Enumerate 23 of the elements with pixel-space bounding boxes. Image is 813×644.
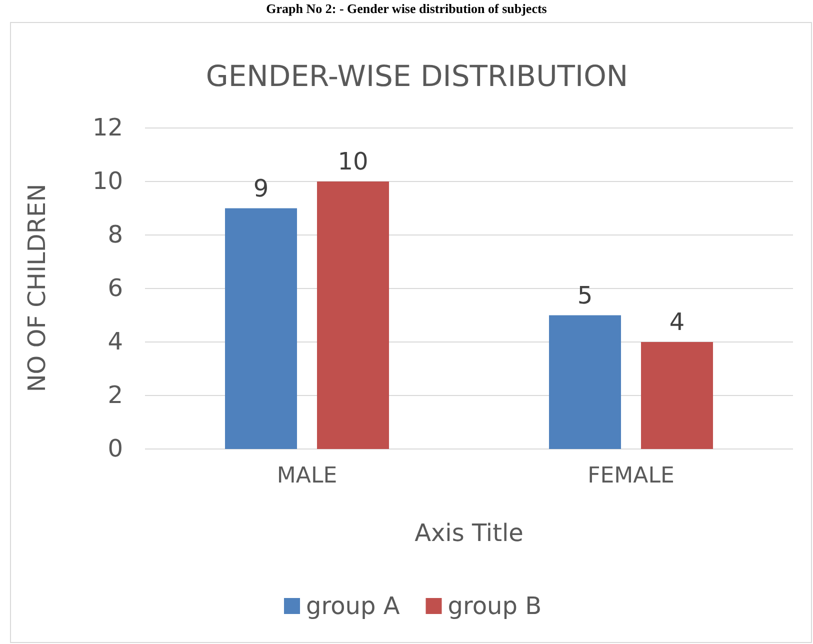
y-tick-label: 6 xyxy=(108,274,123,302)
x-tick-label: MALE xyxy=(276,464,338,489)
y-axis-title: NO OF CHILDREN xyxy=(23,184,51,392)
text: Graph No 2: - Gender wise distribution of subjects xyxy=(266,1,547,16)
data-label: 5 xyxy=(577,281,593,310)
y-tick-label: 0 xyxy=(108,434,123,463)
chart-title: GENDER-WISE DISTRIBUTION xyxy=(206,59,628,93)
x-axis-title: Axis Title xyxy=(414,519,524,547)
legend-label: group B xyxy=(448,592,542,620)
bar xyxy=(549,315,621,449)
y-tick-label: 4 xyxy=(108,328,123,356)
y-tick-label: 8 xyxy=(108,220,123,249)
data-label: 9 xyxy=(253,174,269,202)
legend-label: group A xyxy=(306,592,400,620)
y-tick-label: 10 xyxy=(92,167,123,196)
y-tick-label: 12 xyxy=(92,114,123,142)
data-label: 4 xyxy=(669,308,685,336)
x-tick-label: FEMALE xyxy=(588,464,674,489)
data-label: 10 xyxy=(338,148,368,176)
y-tick-label: 2 xyxy=(108,381,123,410)
bar xyxy=(317,182,389,449)
bar xyxy=(225,208,297,449)
bar xyxy=(641,342,713,449)
